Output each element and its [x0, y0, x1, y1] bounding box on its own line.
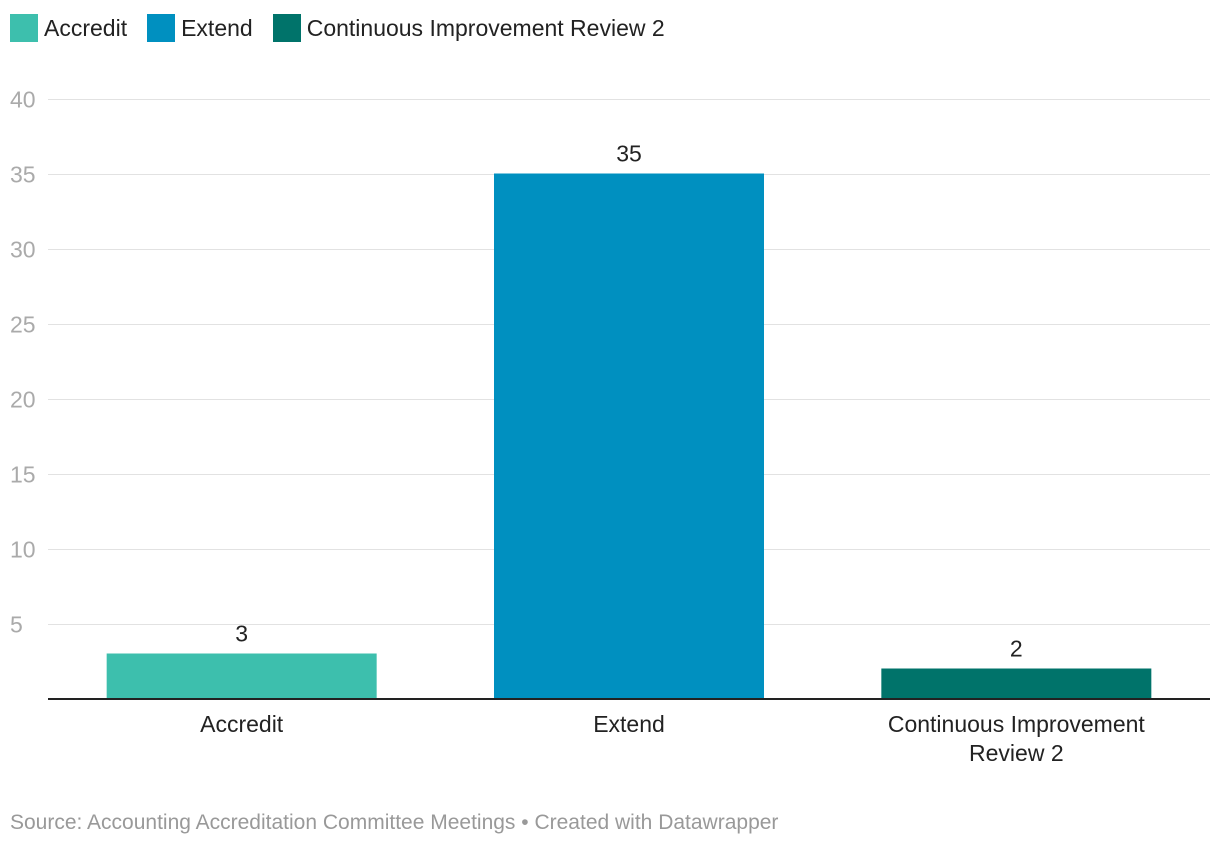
- bar-value-label: 35: [616, 141, 642, 167]
- x-category-label: Review 2: [969, 740, 1064, 766]
- bar-0: [106, 653, 377, 699]
- chart-legend: Accredit Extend Continuous Improvement R…: [10, 12, 685, 44]
- y-tick-label: 20: [10, 387, 36, 413]
- footer-source: Source: Accounting Accreditation Committ…: [10, 811, 516, 834]
- legend-swatch-accredit: [10, 14, 38, 42]
- bar-chart: 5 10 15 20 25 30 35 40 3 Accredit 35 Extend 2 Continu…: [10, 87, 1210, 766]
- legend-swatch-extend: [147, 14, 176, 42]
- y-tick-label: 10: [10, 537, 36, 563]
- legend-label-continuous-improvement: Continuous Improvement Review 2: [306, 14, 665, 41]
- y-tick-label: 35: [10, 162, 36, 188]
- legend-label-accredit: Accredit: [44, 14, 128, 41]
- y-tick-label: 25: [10, 312, 36, 338]
- legend-item-extend: Extend: [147, 14, 253, 42]
- y-tick-label: 30: [10, 237, 36, 263]
- y-tick-label: 5: [10, 612, 23, 638]
- footer-credit: Created with Datawrapper: [534, 811, 779, 834]
- legend-label-extend: Extend: [181, 14, 253, 41]
- bar-value-label: 2: [1010, 636, 1023, 662]
- chart-footer: Source: Accounting Accreditation Committ…: [10, 811, 778, 835]
- x-category-label: Continuous Improvement: [888, 711, 1146, 737]
- legend-item-continuous-improvement: Continuous Improvement Review 2: [272, 14, 665, 42]
- bar-2: [881, 668, 1152, 699]
- bar-value-label: 3: [235, 621, 248, 647]
- x-category-label: Extend: [593, 711, 665, 737]
- legend-item-accredit: Accredit: [10, 14, 127, 42]
- legend-swatch-continuous-improvement: [272, 14, 301, 42]
- footer-separator: •: [515, 811, 535, 834]
- y-tick-label: 40: [10, 87, 36, 113]
- bar-1: [494, 173, 764, 699]
- y-tick-label: 15: [10, 462, 36, 488]
- x-category-label: Accredit: [200, 711, 284, 737]
